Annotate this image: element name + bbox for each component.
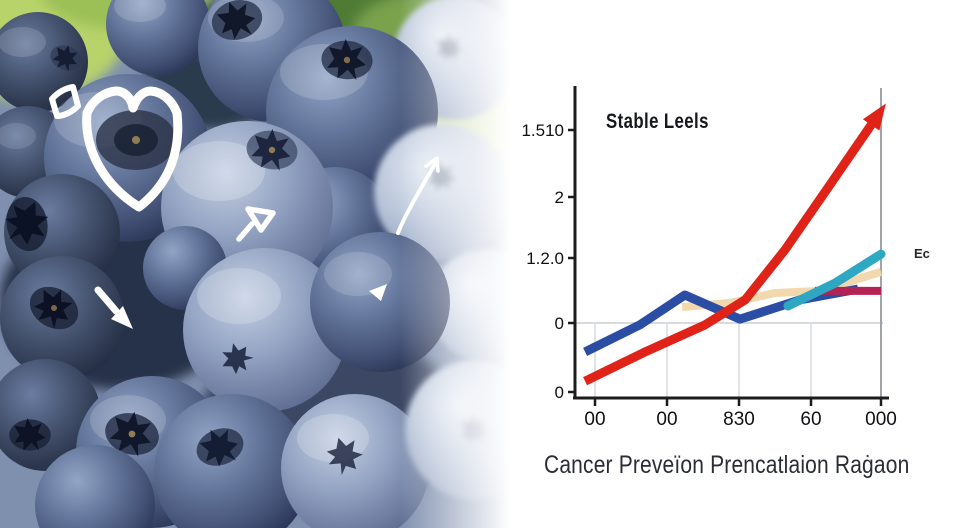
chart-panel: 1.510 2 1.2.0 0 0 00 00 830 60 000 Stable Leels E… [510,0,960,528]
small-arrowhead-icon [369,284,387,301]
x-tick-label: 60 [800,409,821,430]
x-tick-label: 830 [723,409,755,430]
series-blue [583,284,859,356]
blueberry [281,394,429,528]
y-tick-label: 1.2.0 [526,249,564,268]
down-right-arrow-icon [94,286,133,329]
blueberry [0,359,101,471]
y-tick-label: 0 [555,314,564,333]
blueberries-photo-panel [0,0,545,528]
shield-outline-icon [82,86,183,212]
blueberry [154,394,310,528]
blueberries-photo [0,0,545,528]
blueberry [3,174,120,290]
x-tick-label: 00 [584,409,605,430]
series-red [583,112,882,386]
blueberry [106,0,210,76]
series-teal [783,249,886,311]
y-tick-label: 0 [555,383,564,402]
right-fade [400,0,510,528]
cursor-arrow-icon [236,206,276,242]
y-tick-label: 2 [555,188,564,207]
blueberry [183,248,347,412]
chart-annotation-stable-levels: Stable Leels [606,110,709,133]
caption-title: Cancer Preveïon Prencatlaion Raġaon [544,451,910,479]
arrowhead [862,103,886,131]
x-tick-label: 000 [865,409,897,430]
y-tick-label: 1.510 [521,121,564,140]
blueberry [35,445,155,528]
right-edge-label: Ec [914,246,930,261]
blueberry [0,256,124,380]
x-tick-label: 00 [656,409,677,430]
blueberry-cluster [0,0,545,528]
banner-fragment-shape [49,84,81,119]
